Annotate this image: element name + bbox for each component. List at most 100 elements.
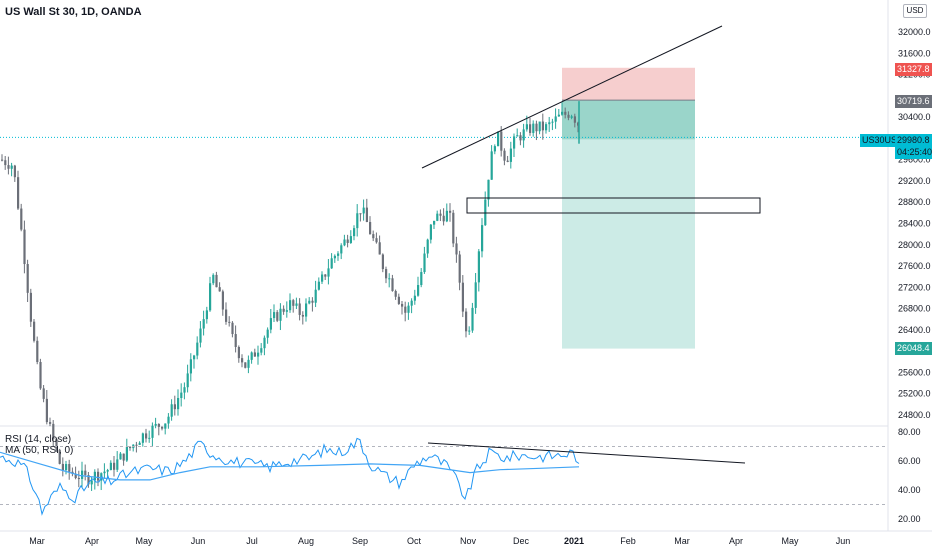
candle-body <box>570 116 573 118</box>
currency-selector[interactable]: USD <box>903 4 927 18</box>
entry-price-tag: 30719.6 <box>895 95 932 108</box>
target-profit-zone <box>562 139 695 349</box>
time-axis-label: Nov <box>460 536 477 546</box>
candle-body <box>33 321 36 341</box>
candle-body <box>173 404 176 410</box>
price-tick-label: 28800.0 <box>898 197 931 207</box>
candle-body <box>567 114 570 118</box>
candle-body <box>231 322 234 335</box>
candle-body <box>129 446 132 449</box>
candle-body <box>391 278 394 291</box>
candle-body <box>455 243 458 255</box>
time-axis-label: Jun <box>836 536 851 546</box>
candle-body <box>468 330 471 332</box>
candle-body <box>77 478 80 480</box>
candle-body <box>119 453 122 460</box>
candle-body <box>295 303 298 306</box>
candle-body <box>135 444 138 446</box>
candle-body <box>113 462 116 470</box>
candle-body <box>327 268 330 277</box>
candle-body <box>157 423 160 427</box>
time-axis-label: May <box>781 536 799 546</box>
candle-body <box>189 359 192 374</box>
candle-body <box>436 213 439 221</box>
candle-body <box>1 159 4 161</box>
candle-body <box>4 160 7 166</box>
candle-body <box>337 253 340 256</box>
candle-body <box>87 475 90 485</box>
candle-body <box>458 254 461 283</box>
candle-body <box>257 352 260 357</box>
candle-body <box>311 300 314 303</box>
candle-body <box>7 165 10 169</box>
candle-body <box>218 287 221 292</box>
price-tick-label: 30400.0 <box>898 112 931 122</box>
candle-body <box>276 312 279 321</box>
take-profit-price-tag: 26048.4 <box>895 342 932 355</box>
candle-body <box>343 239 346 246</box>
chart-title: US Wall St 30, 1D, OANDA <box>5 6 142 18</box>
candle-body <box>116 459 119 470</box>
rsi-tick-label: 20.00 <box>898 514 921 524</box>
candle-body <box>372 234 375 239</box>
candle-body <box>397 296 400 304</box>
candle-body <box>401 303 404 307</box>
candle-body <box>573 116 576 123</box>
candle-body <box>525 124 528 130</box>
ma-indicator-label[interactable]: MA (50, RSI, 0) <box>5 445 74 456</box>
candle-body <box>356 213 359 229</box>
candle-body <box>519 135 522 141</box>
candle-body <box>509 148 512 162</box>
time-axis-label: Oct <box>407 536 422 546</box>
candle-body <box>532 123 535 133</box>
time-axis-label: Dec <box>513 536 530 546</box>
candle-body <box>551 121 554 123</box>
candle-body <box>333 255 336 259</box>
candle-body <box>273 312 276 319</box>
last-price-tag: 29980.8 <box>895 134 932 147</box>
price-tick-label: 26800.0 <box>898 304 931 314</box>
candle-body <box>292 300 295 306</box>
candle-body <box>183 387 186 393</box>
candle-body <box>420 272 423 286</box>
candle-body <box>138 442 141 445</box>
candle-body <box>148 437 151 439</box>
candle-body <box>346 239 349 243</box>
rsi-ma-line <box>0 451 580 481</box>
price-tick-label: 28000.0 <box>898 240 931 250</box>
candle-body <box>314 289 317 303</box>
candle-body <box>445 210 448 222</box>
candle-body <box>321 274 324 282</box>
time-axis-label: 2021 <box>564 536 584 546</box>
candle-body <box>481 225 484 252</box>
candle-body <box>452 212 455 244</box>
candle-body <box>186 373 189 388</box>
price-tick-label: 31600.0 <box>898 48 931 58</box>
price-tick-label: 25200.0 <box>898 389 931 399</box>
candle-body <box>141 433 144 443</box>
candle-body <box>253 352 256 357</box>
price-tick-label: 29600.0 <box>898 155 931 165</box>
candle-body <box>365 207 368 222</box>
candle-body <box>442 215 445 222</box>
candle-body <box>193 355 196 360</box>
candle-body <box>561 111 564 115</box>
symbol-tag: US30USD <box>860 134 906 147</box>
candle-body <box>154 423 157 426</box>
rsi-indicator-label[interactable]: RSI (14, close) <box>5 434 72 445</box>
resistance-trendline <box>421 25 723 169</box>
countdown-tag: 04:25:40 <box>895 146 932 159</box>
candle-body <box>497 131 500 147</box>
candle-body <box>577 122 580 126</box>
candle-body <box>247 359 250 368</box>
price-tick-label: 27200.0 <box>898 282 931 292</box>
candle-body <box>65 464 68 471</box>
candle-body <box>151 425 154 438</box>
candle-body <box>308 300 311 304</box>
candle-body <box>228 321 231 323</box>
candle-body <box>205 310 208 320</box>
candle-body <box>68 464 71 472</box>
candle-body <box>429 224 432 240</box>
